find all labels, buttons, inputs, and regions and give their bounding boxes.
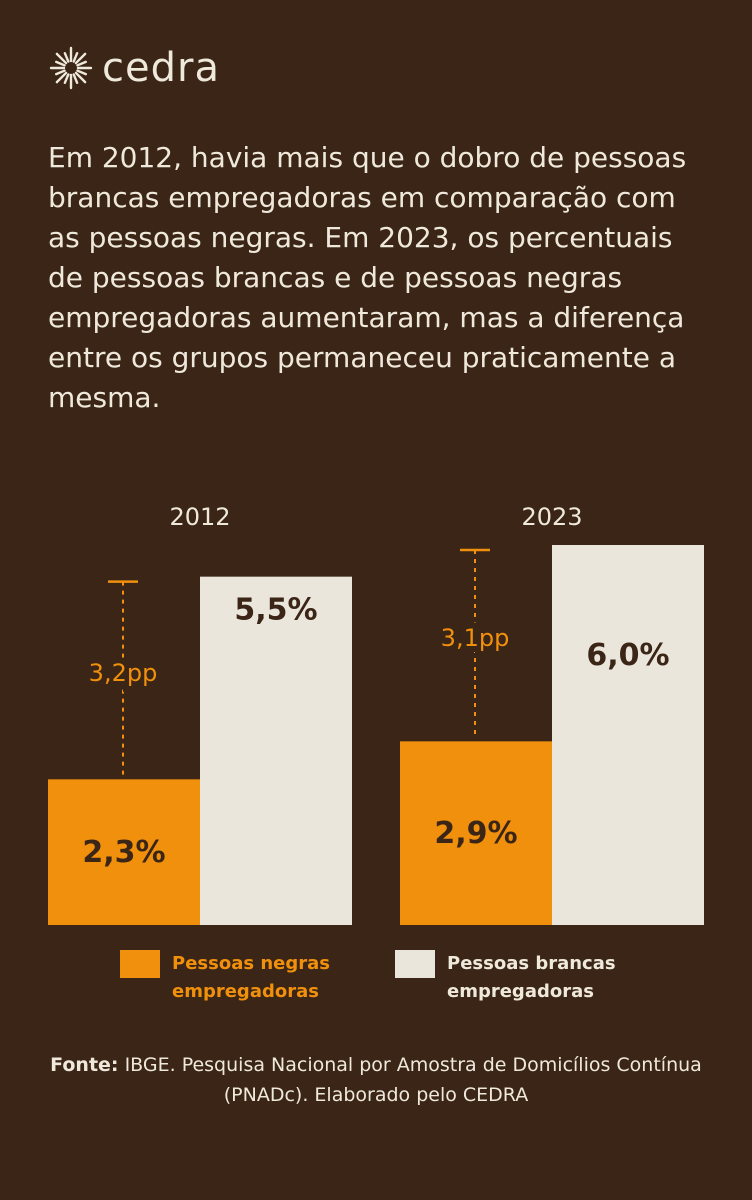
bar-negras-2012 [48,779,200,925]
bar-brancas-2023 [552,545,704,925]
brand-name: cedra [102,45,220,91]
legend-item-brancas: Pessoas brancas empregadoras [395,950,667,1006]
sunburst-ray [74,71,87,84]
source-note: Fonte: IBGE. Pesquisa Nacional por Amost… [30,1050,722,1110]
data-label: 5,5% [234,593,317,628]
bar-brancas-2012 [200,576,352,925]
sunburst-icon [49,46,93,90]
bar-chart: 2,3% 5,5% 2012 3,2pp 2,9% 6,0% 2023 3,1pp [48,503,704,925]
category-label: 2023 [521,503,582,531]
legend-label-negras: Pessoas negras empregadoras [172,953,330,1002]
category-label: 2012 [169,503,230,531]
legend-item-negras: Pessoas negras empregadoras [120,950,392,1006]
sunburst-ray [74,52,87,65]
sunburst-ray [72,73,79,84]
sunburst-ray [72,52,79,63]
headline: Em 2012, havia mais que o dobro de pesso… [48,141,687,414]
gap-label: 3,2pp [89,659,158,687]
source-prefix: Fonte: [50,1054,119,1076]
sunburst-ray [63,73,70,84]
sunburst-ray [55,71,68,84]
bar-negras-2023 [400,741,552,925]
data-label: 2,3% [82,835,165,870]
sunburst-ray [55,52,68,65]
data-label: 2,9% [434,816,517,851]
legend-label-brancas: Pessoas brancas empregadoras [447,953,616,1002]
sunburst-ray [55,69,66,76]
gap-label: 3,1pp [441,624,510,652]
legend-swatch-brancas [395,950,435,978]
sunburst-ray [63,52,70,63]
data-label: 6,0% [586,638,669,673]
brand-logo: cedra [48,42,220,94]
sunburst-ray [76,69,87,76]
legend-swatch-negras [120,950,160,978]
sunburst-ray [76,60,87,67]
sunburst-ray [55,60,66,67]
source-text: IBGE. Pesquisa Nacional por Amostra de D… [124,1054,702,1106]
